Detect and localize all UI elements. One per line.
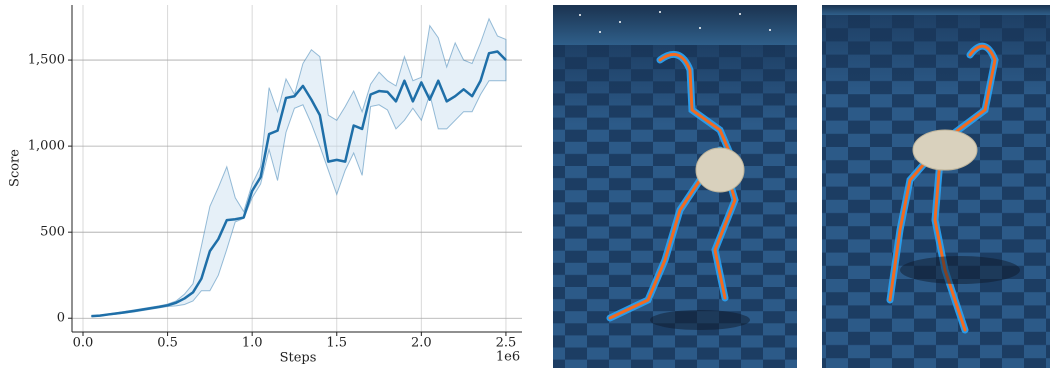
x-tick-label: 0.5 xyxy=(157,336,178,351)
render-image-1 xyxy=(475,5,875,371)
x-axis-label: Steps xyxy=(280,351,317,366)
chart: Steps Score 1e6 0.0 0.5 1.0 1.5 2.0 2.5 0 500 1,… xyxy=(0,0,1058,371)
x-tick-label: 2.0 xyxy=(411,336,432,351)
x-tick-label: 1.5 xyxy=(326,336,347,351)
x-tick-label: 0.0 xyxy=(73,336,94,351)
x-offset-label: 1e6 xyxy=(496,350,520,365)
mean-line xyxy=(91,51,505,316)
x-tick-label: 1.0 xyxy=(242,336,263,351)
y-tick-label: 1,500 xyxy=(28,53,65,68)
y-axis-label: Score xyxy=(8,149,23,187)
page: Steps Score 1e6 0.0 0.5 1.0 1.5 2.0 2.5 0 500 1,… xyxy=(0,0,1058,371)
x-tick-label: 2.5 xyxy=(496,336,517,351)
y-tick-label: 0 xyxy=(57,311,65,326)
y-tick-label: 1,000 xyxy=(28,139,65,154)
confidence-band xyxy=(91,19,505,317)
y-tick-label: 500 xyxy=(40,225,65,240)
